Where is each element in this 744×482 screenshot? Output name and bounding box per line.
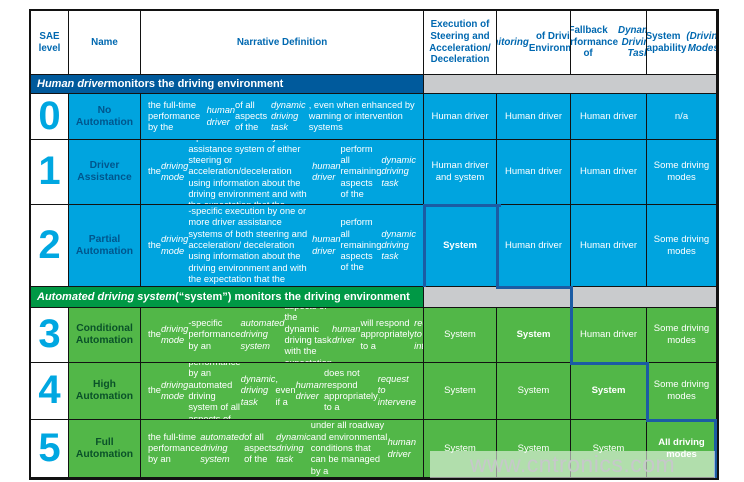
sae-level-number: 0 xyxy=(31,94,69,140)
monitoring-cell: Human driver xyxy=(497,94,571,140)
narrative-text: the driving mode -specific execution by o… xyxy=(141,205,424,287)
col-header-name: Name xyxy=(69,11,141,75)
system-capability-cell: Some driving modes xyxy=(647,140,717,205)
sae-level-number: 5 xyxy=(31,420,69,478)
execution-cell: Human driver and system xyxy=(424,140,497,205)
sae-level-number: 3 xyxy=(31,308,69,363)
section-spacer xyxy=(424,75,717,94)
section-header-human-driver: Human driver monitors the driving enviro… xyxy=(31,75,424,94)
system-capability-cell: Some driving modes xyxy=(647,205,717,287)
execution-cell: Human driver xyxy=(424,94,497,140)
execution-cell: System xyxy=(424,308,497,363)
col-header-system-capability: System Capability (Driving Modes) xyxy=(647,11,717,75)
col-header-sae-level: SAE level xyxy=(31,11,69,75)
level-name: Driver Assistance xyxy=(69,140,141,205)
narrative-text: the full-time performance by the human d… xyxy=(141,94,424,140)
monitoring-cell: System xyxy=(497,308,571,363)
col-header-narrative-definition: Narrative Definition xyxy=(141,11,424,75)
col-header-monitoring: Monitoring of Driving Environment xyxy=(497,11,571,75)
narrative-text: the driving mode-specific performance by… xyxy=(141,308,424,363)
fallback-performance-cell: Human driver xyxy=(571,205,647,287)
sae-level-number: 4 xyxy=(31,363,69,420)
system-capability-cell: Some driving modes xyxy=(647,308,717,363)
fallback-performance-cell: Human driver xyxy=(571,94,647,140)
sae-levels-table: SAE level Name Narrative Definition Executi… xyxy=(29,9,719,480)
fallback-performance-cell: Human driver xyxy=(571,308,647,363)
section-header-automated-system: Automated driving system (“system”) moni… xyxy=(31,287,424,308)
level-name: Full Automation xyxy=(69,420,141,478)
system-capability-cell: Some driving modes xyxy=(647,363,717,420)
level-name: No Automation xyxy=(69,94,141,140)
monitoring-cell: Human driver xyxy=(497,140,571,205)
col-header-fallback-performance: Fallback Performance of Dynamic Driving … xyxy=(571,11,647,75)
monitoring-cell: System xyxy=(497,363,571,420)
section-spacer xyxy=(424,287,717,308)
narrative-text: the full-time performance by an automate… xyxy=(141,420,424,478)
execution-cell: System xyxy=(424,205,497,287)
narrative-text: the driving mode-specific performance by… xyxy=(141,363,424,420)
fallback-performance-cell: Human driver xyxy=(571,140,647,205)
sae-levels-grid: SAE level Name Narrative Definition Executi… xyxy=(31,11,717,478)
watermark-text: www.cntronics.com xyxy=(430,451,715,478)
sae-level-number: 2 xyxy=(31,205,69,287)
execution-cell: System xyxy=(424,363,497,420)
monitoring-cell: Human driver xyxy=(497,205,571,287)
level-name: Conditional Automation xyxy=(69,308,141,363)
sae-level-number: 1 xyxy=(31,140,69,205)
narrative-text: the driving mode-specific execution by a… xyxy=(141,140,424,205)
fallback-performance-cell: System xyxy=(571,363,647,420)
level-name: Partial Automation xyxy=(69,205,141,287)
level-name: High Automation xyxy=(69,363,141,420)
system-capability-cell: n/a xyxy=(647,94,717,140)
col-header-execution: Execution of Steering and Acceleration/ … xyxy=(424,11,497,75)
